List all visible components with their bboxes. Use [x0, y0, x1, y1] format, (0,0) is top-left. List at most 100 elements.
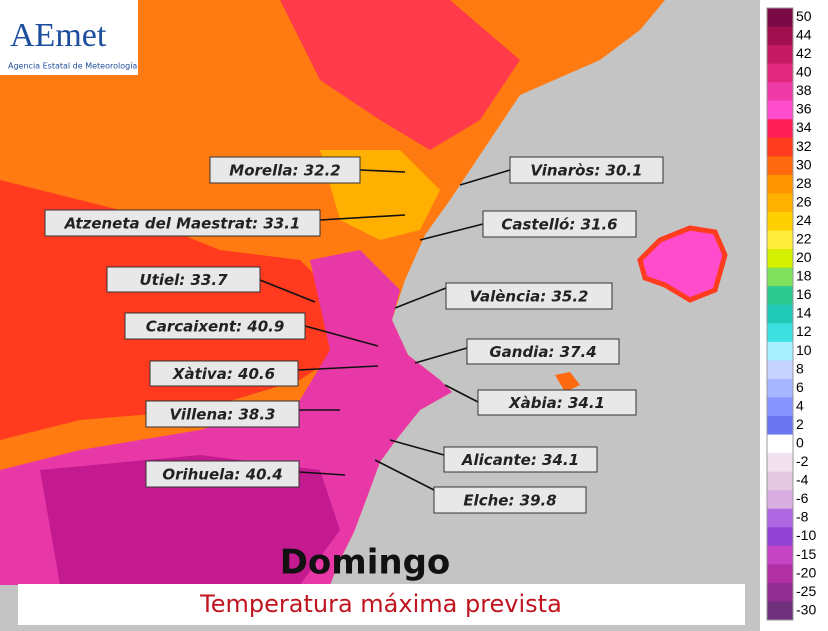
legend-swatch	[767, 397, 793, 417]
city-label: Elche: 39.8	[463, 492, 556, 510]
legend-label: 14	[796, 305, 812, 321]
legend-label: 20	[796, 249, 812, 265]
city-label: Castelló: 31.6	[501, 216, 617, 234]
legend-swatch	[767, 360, 793, 380]
city-label: Xàtiva: 40.6	[172, 365, 275, 383]
legend-label: 34	[796, 119, 812, 135]
city-label: Alicante: 34.1	[461, 451, 579, 469]
label-box	[145, 460, 300, 488]
land-hot-north	[280, 0, 520, 150]
legend-swatch	[767, 156, 793, 176]
legend-swatch	[767, 341, 793, 361]
pointer-arrow	[459, 169, 511, 186]
legend-label: -6	[796, 490, 809, 506]
menorca-ibiza	[555, 372, 580, 392]
city-label: Xàbia: 34.1	[508, 394, 605, 412]
mallorca	[637, 225, 728, 303]
legend-swatch	[767, 323, 793, 343]
legend-label: 22	[796, 231, 812, 247]
legend-swatch	[767, 564, 793, 584]
subtitle: Temperatura máxima prevista	[199, 590, 562, 618]
legend-label: 38	[796, 82, 812, 98]
legend-swatch	[767, 286, 793, 306]
day: Domingo	[280, 543, 451, 583]
pointer-arrow	[359, 169, 406, 173]
pointer-arrow	[414, 347, 468, 364]
legend-swatch	[767, 416, 793, 436]
legend-label: 30	[796, 156, 812, 172]
legend-label: -25	[796, 583, 816, 599]
pointer-arrow	[259, 279, 316, 303]
city-label: València: 35.2	[470, 288, 589, 306]
legend-swatch	[767, 174, 793, 194]
legend-label: 42	[796, 45, 812, 61]
legend-swatch	[767, 490, 793, 510]
legend-swatch	[767, 267, 793, 287]
pointer-arrow	[297, 365, 379, 371]
legend-label: 40	[796, 64, 812, 80]
label-box	[209, 156, 361, 184]
city-label: Gandia: 37.4	[489, 343, 596, 361]
legend-swatch	[767, 508, 793, 528]
city-label: Villena: 38.3	[170, 406, 276, 424]
legend-swatch	[767, 100, 793, 120]
legend-swatch	[767, 249, 793, 269]
legend-label: 32	[796, 138, 812, 154]
legend-swatch	[767, 212, 793, 232]
city-label: Orihuela: 40.4	[162, 466, 282, 484]
legend-swatch	[767, 601, 793, 621]
legend-swatch	[767, 582, 793, 602]
legend-label: 24	[796, 212, 812, 228]
pointer-arrow	[374, 459, 435, 491]
label-box	[509, 156, 664, 184]
legend-swatch	[767, 45, 793, 65]
pointer-arrow	[304, 325, 379, 347]
pointer-arrow	[444, 384, 479, 403]
subtitle-box	[18, 584, 745, 625]
logo-box	[0, 0, 138, 75]
logo-agency: Agencia Estatal de Meteorología	[8, 62, 137, 71]
legend-swatch	[767, 193, 793, 213]
legend-label: 6	[796, 379, 804, 395]
legend-label: -20	[796, 564, 816, 580]
legend-swatch	[767, 378, 793, 398]
legend-label: 18	[796, 268, 812, 284]
legend-frame	[766, 7, 794, 621]
label-box	[433, 486, 587, 514]
legend-label: 12	[796, 323, 812, 339]
legend-label: 2	[796, 416, 804, 432]
legend-label: -8	[796, 509, 809, 525]
legend-swatch	[767, 453, 793, 473]
legend-swatch	[767, 63, 793, 83]
label-box	[445, 282, 613, 310]
legend-label: 44	[796, 27, 812, 43]
label-box	[106, 266, 261, 293]
legend-swatch	[767, 527, 793, 547]
legend-label: 0	[796, 435, 804, 451]
legend-swatch	[767, 26, 793, 46]
label-box	[149, 360, 299, 387]
label-box	[44, 209, 321, 237]
pointer-arrow	[319, 214, 406, 221]
legend-label: 36	[796, 101, 812, 117]
city-label: Atzeneta del Maestrat: 33.1	[64, 215, 301, 233]
legend-label: 50	[796, 8, 812, 24]
legend-swatch	[767, 8, 793, 28]
label-box	[145, 400, 300, 428]
legend-swatch	[767, 119, 793, 139]
logo-brand: AEmet	[10, 17, 107, 54]
pointer-arrow	[389, 439, 445, 456]
pointer-arrow	[298, 471, 346, 476]
legend-swatch	[767, 137, 793, 157]
label-box	[482, 210, 637, 238]
legend-label: -10	[796, 527, 816, 543]
pointer-arrow	[419, 223, 484, 241]
city-label: Utiel: 33.7	[139, 271, 228, 289]
label-box	[443, 446, 598, 473]
legend-label: 8	[796, 360, 804, 376]
legend-label: 4	[796, 397, 804, 413]
legend-label: 10	[796, 342, 812, 358]
legend-label: -2	[796, 453, 809, 469]
